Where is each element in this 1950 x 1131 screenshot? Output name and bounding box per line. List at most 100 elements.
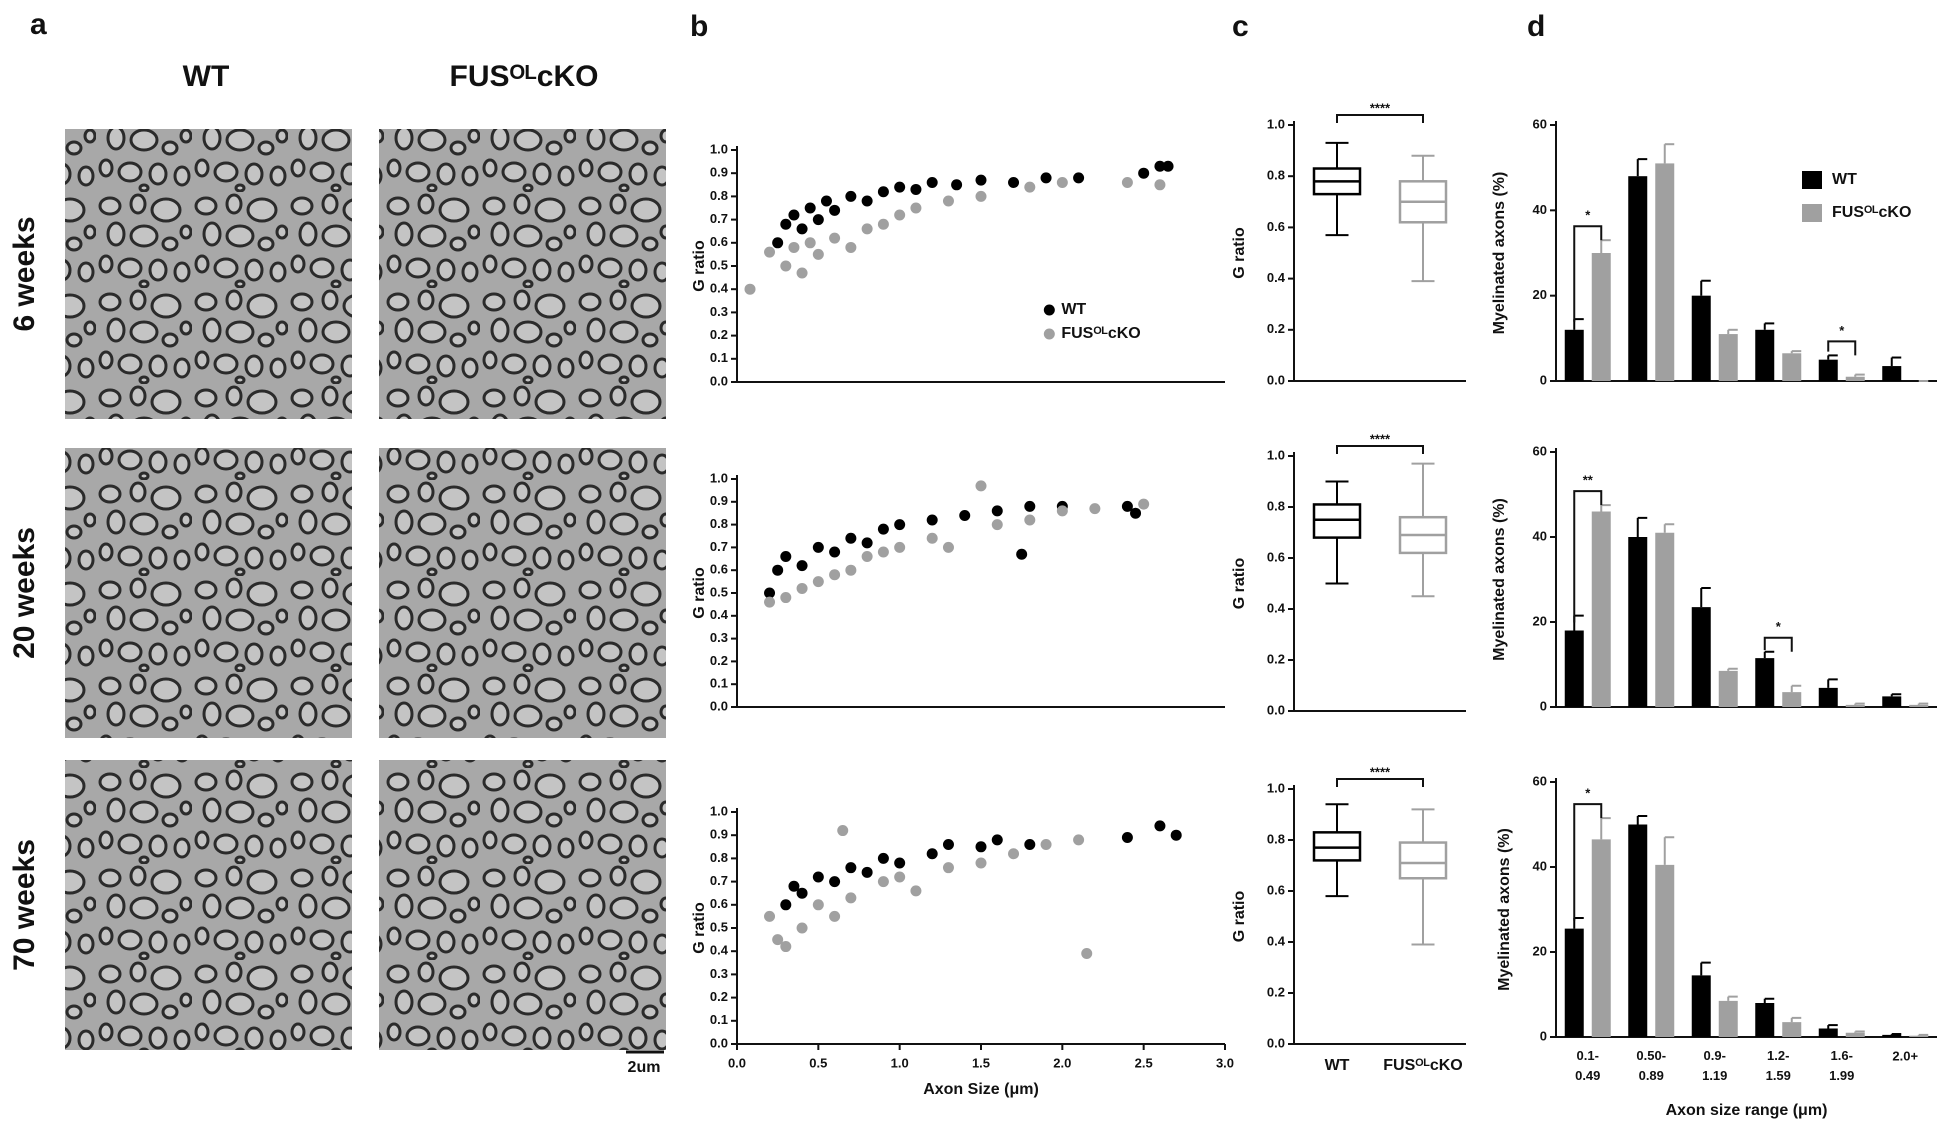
point (829, 569, 841, 581)
point (788, 880, 800, 892)
point (861, 223, 873, 235)
y-tick-label: 0.9 (710, 165, 728, 180)
y-axis-label: G ratio (1231, 557, 1248, 609)
point (764, 596, 776, 608)
bar (1755, 1003, 1775, 1037)
point (772, 934, 784, 946)
y-tick-label: 40 (1533, 202, 1547, 217)
point (942, 862, 954, 874)
x-tick-label: WT (1325, 1057, 1350, 1074)
y-axis-label: G ratio (1231, 227, 1248, 279)
legend-label: WT (1832, 171, 1857, 188)
point (780, 899, 792, 911)
point (894, 541, 906, 553)
x-tick-label: 2.0+ (1892, 1048, 1918, 1063)
point (894, 871, 906, 883)
y-tick-label: 0.3 (710, 304, 728, 319)
significance-label: * (1585, 786, 1591, 801)
point (812, 899, 824, 911)
legend-swatch (1802, 204, 1822, 222)
y-tick-label: 0.6 (1267, 549, 1285, 564)
x-tick-label: 0.5 (809, 1055, 827, 1070)
significance-label: **** (1370, 100, 1391, 115)
bar (1755, 329, 1775, 381)
significance-bracket (1827, 340, 1857, 356)
point (1024, 181, 1036, 193)
x-tick-label: 0.1-0.49 (1575, 1048, 1600, 1083)
y-axis-label: G ratio (1231, 890, 1248, 942)
panel-letter: c (1232, 10, 1249, 43)
point (1121, 832, 1133, 844)
panel-letter: d (1527, 10, 1545, 43)
y-tick-label: 0.5 (710, 257, 728, 272)
panel-letter: a (30, 8, 47, 41)
point (788, 241, 800, 253)
point (764, 246, 776, 258)
bar (1655, 532, 1675, 707)
micrograph (65, 129, 352, 419)
x-tick-label: 1.6-1.99 (1829, 1048, 1854, 1083)
point (837, 825, 849, 837)
panel-letter: b (690, 10, 708, 43)
point (942, 838, 954, 850)
y-tick-label: 20 (1533, 613, 1547, 628)
y-axis-label: G ratio (691, 567, 708, 619)
column-label: FUSᴼᴸcKO (450, 60, 599, 93)
x-tick-label: 1.5 (972, 1055, 990, 1070)
y-tick-label: 0 (1540, 1028, 1547, 1043)
bar (1782, 1022, 1802, 1037)
point (1138, 167, 1150, 179)
point (820, 195, 832, 207)
y-tick-label: 0.7 (710, 211, 728, 226)
point (877, 186, 889, 198)
point (780, 218, 792, 230)
y-tick-label: 0.8 (710, 850, 728, 865)
y-tick-label: 0.6 (1267, 219, 1285, 234)
y-axis-label: G ratio (691, 240, 708, 292)
row-label: 6 weeks (8, 216, 41, 331)
point (1073, 834, 1085, 846)
point (1008, 176, 1020, 188)
bar (1755, 658, 1775, 707)
point (926, 176, 938, 188)
point (861, 537, 873, 549)
significance-bracket (1573, 490, 1603, 623)
bar (1564, 329, 1584, 381)
point (845, 532, 857, 544)
y-tick-label: 0.0 (710, 373, 728, 388)
significance-bracket (1763, 636, 1793, 652)
y-tick-label: 0.8 (710, 188, 728, 203)
x-tick-label: 0.0 (728, 1055, 746, 1070)
point (1121, 176, 1133, 188)
point (772, 237, 784, 249)
point (1024, 514, 1036, 526)
point (764, 910, 776, 922)
bar (1782, 692, 1802, 707)
bar (1564, 928, 1584, 1037)
point (910, 202, 922, 214)
point (926, 848, 938, 860)
point (942, 541, 954, 553)
bar (1691, 295, 1711, 381)
legend-marker (1043, 304, 1055, 316)
box (1312, 831, 1362, 862)
y-axis-label: Myelinated axons (%) (1496, 828, 1513, 991)
scale-bar-label: 2um (628, 1059, 661, 1076)
y-tick-label: 0.2 (710, 653, 728, 668)
bar (1591, 253, 1611, 381)
point (942, 195, 954, 207)
point (991, 519, 1003, 531)
micrograph (379, 760, 666, 1050)
y-tick-label: 0.8 (710, 516, 728, 531)
bar (1655, 163, 1675, 381)
y-tick-label: 0.6 (710, 234, 728, 249)
row-label: 70 weeks (8, 839, 41, 971)
significance-bracket (1573, 225, 1603, 322)
bar (1628, 176, 1648, 381)
micrograph (65, 448, 352, 738)
point (975, 174, 987, 186)
point (975, 480, 987, 492)
bar (1845, 376, 1865, 381)
point (796, 582, 808, 594)
legend-label: FUSᴼᴸcKO (1061, 325, 1140, 342)
